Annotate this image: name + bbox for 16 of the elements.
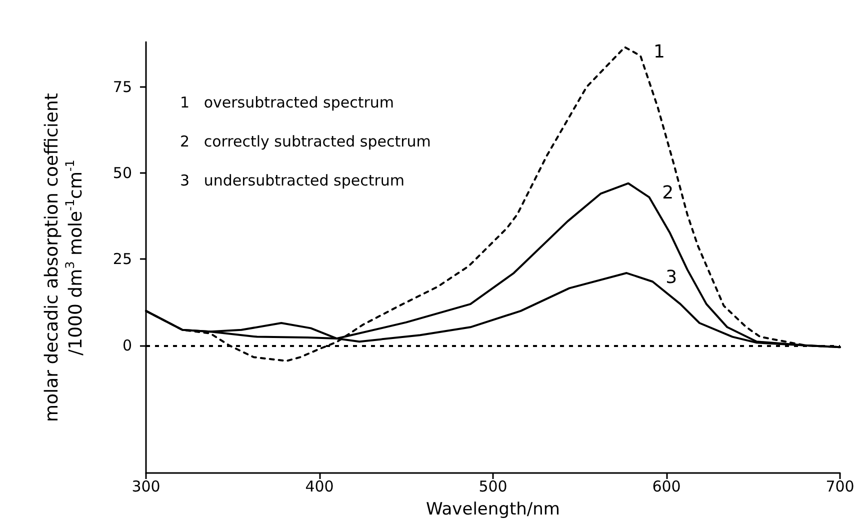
- x-tick-label: 700: [826, 478, 854, 496]
- annotation: 1 oversubtracted spectrum: [180, 94, 394, 112]
- x-axis-title: Wavelength/nm: [426, 500, 560, 520]
- x-tick-label: 600: [652, 478, 681, 496]
- series-label: 2: [662, 182, 674, 204]
- x-tick-label: 500: [478, 478, 508, 496]
- y-tick-label: 25: [112, 250, 132, 268]
- series-label: 3: [666, 267, 678, 288]
- x-tick-label: 400: [305, 478, 334, 496]
- series-label: 1: [653, 41, 665, 62]
- y-tick-label: 50: [112, 164, 132, 182]
- y-tick-label: 0: [122, 336, 132, 354]
- y-tick-label: 75: [112, 78, 132, 96]
- annotation: 3 undersubtracted spectrum: [180, 172, 404, 190]
- annotation: 2 correctly subtracted spectrum: [180, 132, 431, 150]
- x-tick-label: 300: [132, 478, 160, 496]
